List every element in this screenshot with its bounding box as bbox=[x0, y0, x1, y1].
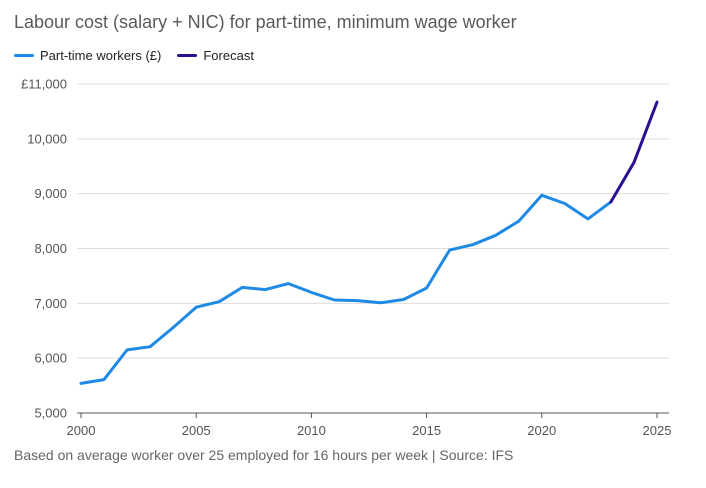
data-point bbox=[149, 345, 152, 348]
data-point bbox=[126, 348, 129, 351]
x-axis: 2000 2005 2010 2015 2020 2025 bbox=[67, 413, 672, 438]
data-point bbox=[402, 298, 405, 301]
data-point bbox=[241, 286, 244, 289]
y-tick-label: 6,000 bbox=[34, 351, 67, 366]
series-lines bbox=[79, 100, 659, 385]
legend-label-forecast: Forecast bbox=[203, 48, 254, 63]
legend: Part-time workers (£) Forecast bbox=[14, 48, 270, 63]
legend-item-forecast: Forecast bbox=[177, 48, 254, 63]
data-point bbox=[632, 161, 635, 164]
data-point bbox=[517, 220, 520, 223]
data-point bbox=[448, 249, 451, 252]
x-tick-label: 2010 bbox=[297, 423, 326, 438]
data-point bbox=[425, 286, 428, 289]
chart-footnote: Based on average worker over 25 employed… bbox=[14, 447, 514, 463]
y-tick-label: 9,000 bbox=[34, 186, 67, 201]
y-tick-label: 7,000 bbox=[34, 296, 67, 311]
legend-label-part-time: Part-time workers (£) bbox=[40, 48, 162, 63]
data-point bbox=[80, 382, 83, 385]
data-point bbox=[540, 194, 543, 197]
data-point bbox=[379, 301, 382, 304]
data-point bbox=[218, 300, 221, 303]
y-tick-label: £11,000 bbox=[21, 77, 67, 92]
series-line-forecast bbox=[609, 100, 659, 204]
data-point bbox=[494, 234, 497, 237]
data-point bbox=[310, 291, 313, 294]
line-chart: 5,000 6,000 7,000 8,000 9,000 10,000 £11,000 2… bbox=[21, 77, 672, 439]
series-line-part-time bbox=[79, 193, 613, 385]
y-tick-label: 5,000 bbox=[34, 406, 67, 421]
y-tick-label: 8,000 bbox=[34, 241, 67, 256]
data-point bbox=[471, 243, 474, 246]
x-tick-label: 2015 bbox=[412, 423, 441, 438]
data-point bbox=[563, 202, 566, 205]
chart-title: Labour cost (salary + NIC) for part-time… bbox=[14, 12, 517, 32]
y-tick-label: 10,000 bbox=[27, 131, 67, 146]
y-axis: 5,000 6,000 7,000 8,000 9,000 10,000 £11,000 bbox=[21, 77, 67, 421]
x-tick-label: 2005 bbox=[182, 423, 211, 438]
x-tick-label: 2020 bbox=[527, 423, 556, 438]
data-point bbox=[195, 306, 198, 309]
data-point bbox=[356, 299, 359, 302]
x-tick-label: 2025 bbox=[643, 423, 672, 438]
legend-swatch-part-time bbox=[14, 54, 34, 57]
data-point bbox=[333, 299, 336, 302]
data-point bbox=[103, 378, 106, 381]
data-point bbox=[172, 326, 175, 329]
legend-swatch-forecast bbox=[177, 54, 198, 57]
data-point bbox=[287, 282, 290, 285]
data-point bbox=[656, 101, 659, 104]
x-tick-label: 2000 bbox=[67, 423, 96, 438]
data-point bbox=[609, 200, 612, 203]
gridlines bbox=[77, 83, 669, 414]
data-point bbox=[264, 288, 267, 291]
legend-item-part-time: Part-time workers (£) bbox=[14, 48, 161, 63]
data-point bbox=[586, 217, 589, 220]
